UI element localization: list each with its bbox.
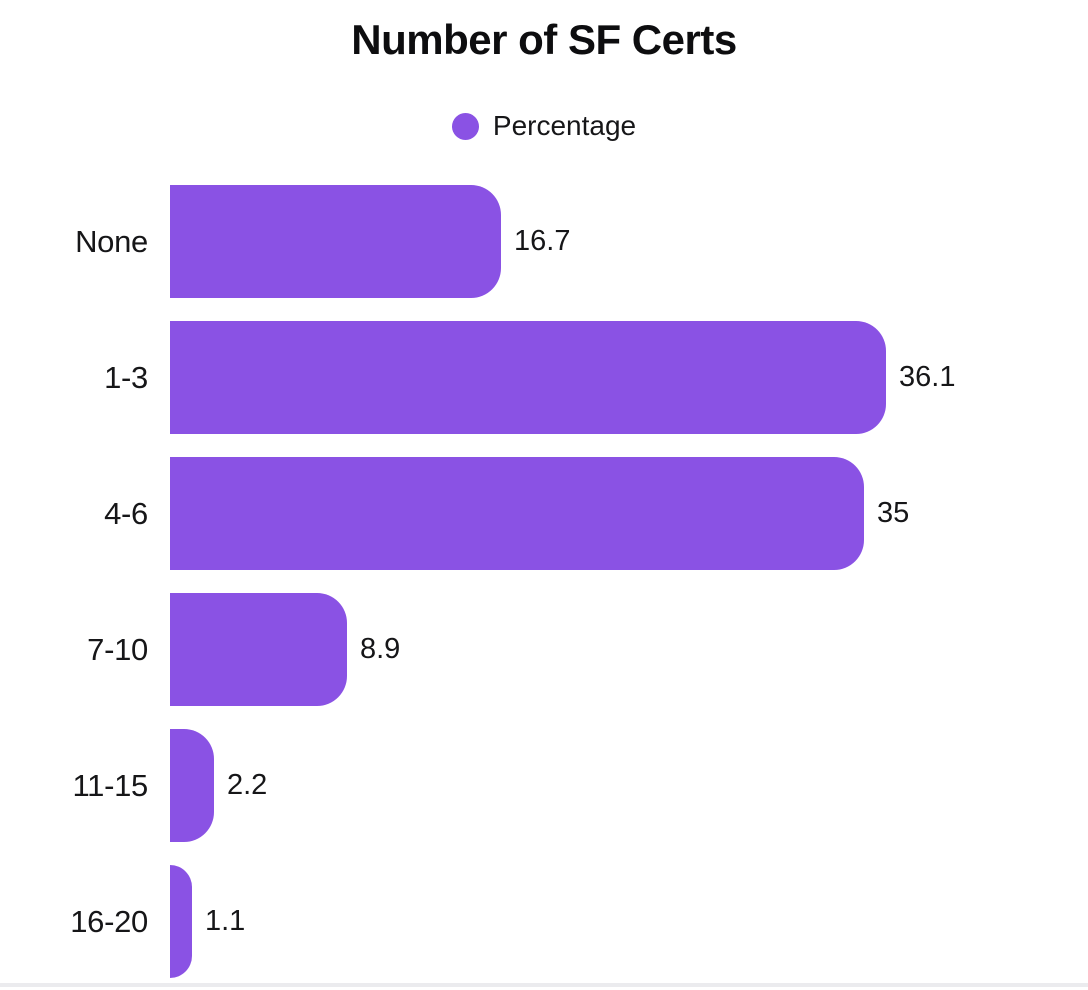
legend: Percentage xyxy=(0,110,1088,142)
category-label: 1-3 xyxy=(104,359,148,395)
category-label: 11-15 xyxy=(72,767,149,803)
value-label: 16.7 xyxy=(514,225,571,257)
legend-item-percentage[interactable]: Percentage xyxy=(451,110,637,142)
value-label: 8.9 xyxy=(360,633,401,665)
bar[interactable] xyxy=(170,865,192,978)
value-label: 35 xyxy=(877,497,910,529)
category-label: 16-20 xyxy=(70,903,148,939)
bar[interactable] xyxy=(170,185,501,298)
value-label: 36.1 xyxy=(899,361,956,393)
bar[interactable] xyxy=(170,729,214,842)
bar-area: 2.2 xyxy=(170,729,1088,842)
bar-row: 4-6 35 xyxy=(0,457,1088,570)
category-label: 4-6 xyxy=(104,495,148,531)
bar-area: 36.1 xyxy=(170,321,1088,434)
bar-area: 16.7 xyxy=(170,185,1088,298)
bar-row: 16-20 1.1 xyxy=(0,865,1088,978)
category-label: 7-10 xyxy=(87,631,148,667)
bar-row: 1-3 36.1 xyxy=(0,321,1088,434)
bar-row: 11-15 2.2 xyxy=(0,729,1088,842)
bottom-divider xyxy=(0,983,1088,987)
legend-label: Percentage xyxy=(492,110,637,141)
category-label: None xyxy=(75,223,148,259)
bar-area: 1.1 xyxy=(170,865,1088,978)
bar-area: 35 xyxy=(170,457,1088,570)
bar[interactable] xyxy=(170,593,347,706)
bar-row: 7-10 8.9 xyxy=(0,593,1088,706)
chart-title: Number of SF Certs xyxy=(351,16,737,63)
value-label: 2.2 xyxy=(227,769,268,801)
bar[interactable] xyxy=(170,457,864,570)
legend-dot-icon xyxy=(451,112,479,140)
bar-chart: None 16.7 1-3 36.1 4-6 35 7-10 8.9 11-15 2.2 16-20… xyxy=(0,185,1088,990)
bar-area: 8.9 xyxy=(170,593,1088,706)
bar[interactable] xyxy=(170,321,886,434)
value-label: 1.1 xyxy=(205,905,246,937)
bar-row: None 16.7 xyxy=(0,185,1088,298)
